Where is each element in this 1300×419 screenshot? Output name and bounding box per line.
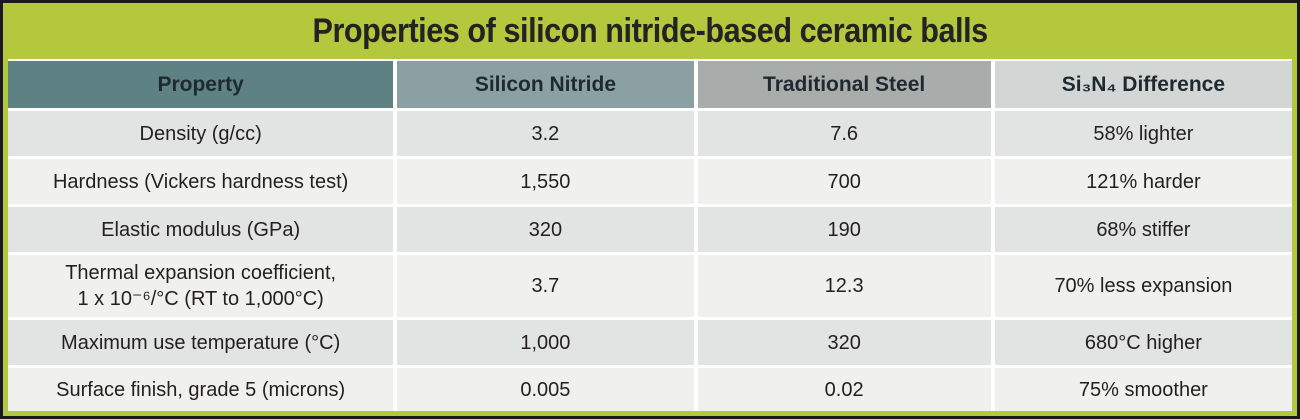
cell-surface-steel: 0.02 <box>697 368 991 411</box>
cell-thermal-difference: 70% less expansion <box>994 255 1292 317</box>
cell-density-property: Density (g/cc) <box>8 111 394 156</box>
cell-surface-difference: 75% smoother <box>994 368 1292 411</box>
properties-table: Property Silicon Nitride Traditional Ste… <box>8 59 1292 411</box>
cell-elastic-steel: 190 <box>697 207 991 252</box>
cell-density-steel: 7.6 <box>697 111 991 156</box>
cell-density-difference: 58% lighter <box>994 111 1292 156</box>
cell-hardness-difference: 121% harder <box>994 159 1292 204</box>
column-header-property: Property <box>8 61 394 108</box>
cell-maxtemp-nitride: 1,000 <box>397 320 694 365</box>
cell-maxtemp-difference: 680°C higher <box>994 320 1292 365</box>
cell-hardness-property: Hardness (Vickers hardness test) <box>8 159 394 204</box>
cell-elastic-nitride: 320 <box>397 207 694 252</box>
column-header-silicon-nitride: Silicon Nitride <box>397 61 694 108</box>
column-header-difference: Si₃N₄ Difference <box>994 61 1292 108</box>
cell-thermal-steel: 12.3 <box>697 255 991 317</box>
cell-thermal-nitride: 3.7 <box>397 255 694 317</box>
cell-maxtemp-property: Maximum use temperature (°C) <box>8 320 394 365</box>
cell-surface-nitride: 0.005 <box>397 368 694 411</box>
title-band: Properties of silicon nitride-based cera… <box>8 3 1292 59</box>
cell-surface-property: Surface finish, grade 5 (microns) <box>8 368 394 411</box>
cell-hardness-steel: 700 <box>697 159 991 204</box>
cell-thermal-property: Thermal expansion coefficient, 1 x 10⁻⁶/… <box>8 255 394 317</box>
cell-elastic-property: Elastic modulus (GPa) <box>8 207 394 252</box>
cell-hardness-nitride: 1,550 <box>397 159 694 204</box>
cell-density-nitride: 3.2 <box>397 111 694 156</box>
cell-elastic-difference: 68% stiffer <box>994 207 1292 252</box>
column-header-traditional-steel: Traditional Steel <box>697 61 991 108</box>
cell-maxtemp-steel: 320 <box>697 320 991 365</box>
page-title: Properties of silicon nitride-based cera… <box>312 11 988 50</box>
